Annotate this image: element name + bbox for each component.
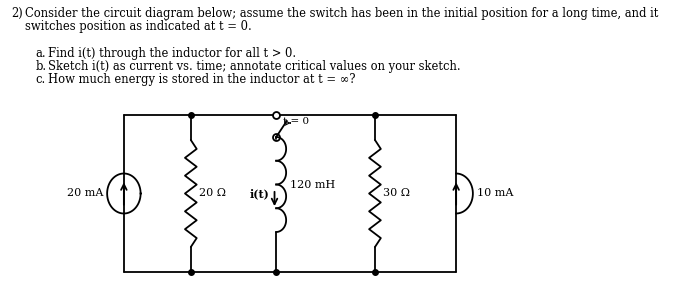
Text: 120 mH: 120 mH	[290, 180, 335, 190]
Text: 20 Ω: 20 Ω	[199, 188, 226, 198]
Text: How much energy is stored in the inductor at t = ∞?: How much energy is stored in the inducto…	[48, 73, 355, 86]
Text: b.: b.	[35, 60, 46, 73]
Text: 10 mA: 10 mA	[477, 188, 513, 198]
Text: c.: c.	[35, 73, 46, 86]
Text: t = 0: t = 0	[283, 117, 309, 126]
Text: Find i(t) through the inductor for all t > 0.: Find i(t) through the inductor for all t…	[48, 47, 296, 60]
Text: a.: a.	[35, 47, 46, 60]
Text: Sketch i(t) as current vs. time; annotate critical values on your sketch.: Sketch i(t) as current vs. time; annotat…	[48, 60, 461, 73]
Text: switches position as indicated at t = 0.: switches position as indicated at t = 0.	[25, 20, 252, 33]
Text: 20 mA: 20 mA	[66, 188, 103, 198]
Text: 30 Ω: 30 Ω	[384, 188, 410, 198]
Text: i(t): i(t)	[250, 188, 270, 200]
Text: Consider the circuit diagram below; assume the switch has been in the initial po: Consider the circuit diagram below; assu…	[25, 7, 659, 20]
Text: 2): 2)	[11, 7, 22, 20]
